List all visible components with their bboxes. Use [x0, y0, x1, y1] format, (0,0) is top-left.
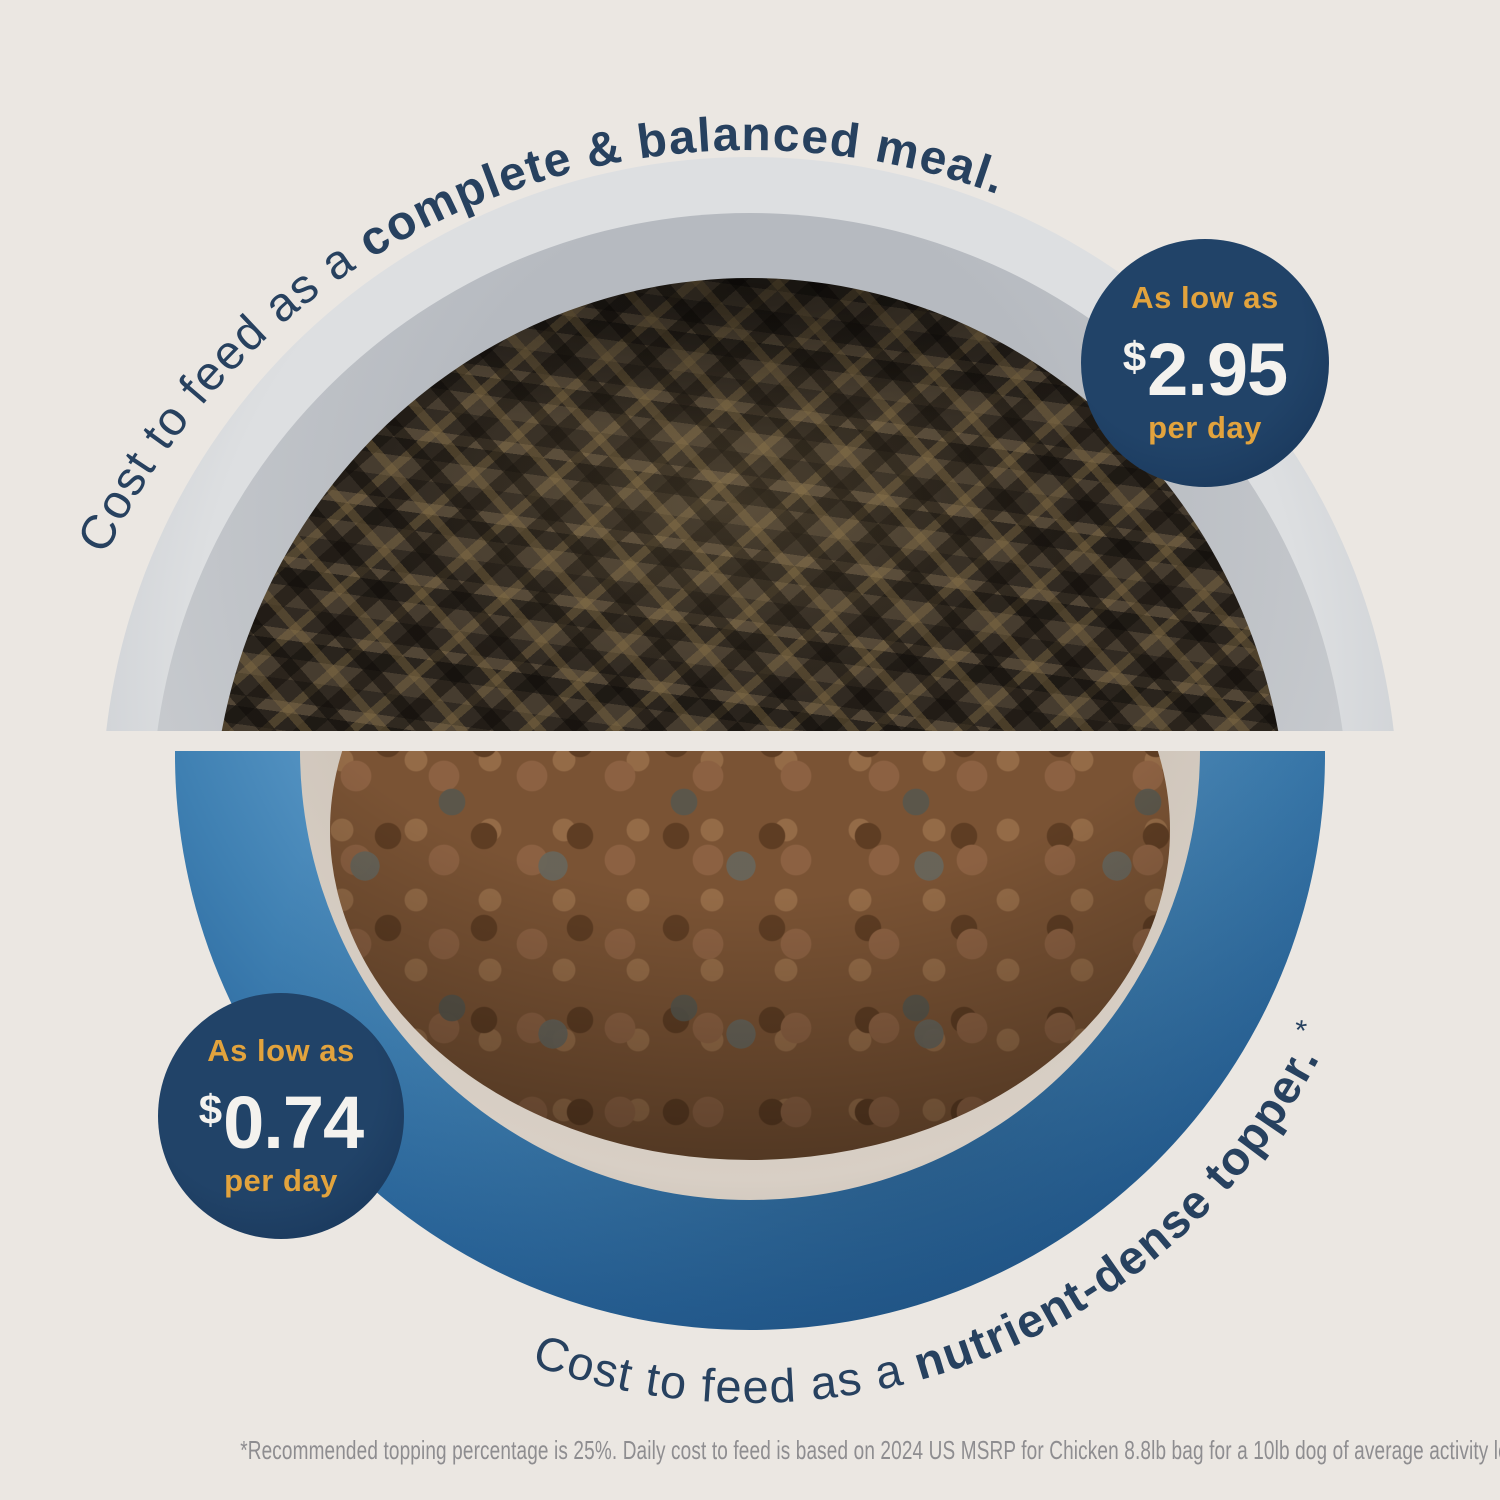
footnote: *Recommended topping percentage is 25%. …: [240, 1435, 1500, 1465]
price-badge-meal: As low as $2.95 per day: [1081, 239, 1329, 487]
bottom-caption-prefix: Cost to feed as a: [528, 1324, 923, 1413]
badge-unit: per day: [224, 1163, 338, 1198]
currency-symbol: $: [198, 1086, 223, 1133]
footnote-row: *Recommended topping percentage is 25%. …: [0, 1435, 1500, 1466]
badge-unit: per day: [1148, 410, 1262, 445]
price-badge-topper: As low as $0.74 per day: [158, 993, 404, 1239]
price-amount: 0.74: [223, 1081, 364, 1164]
currency-symbol: $: [1122, 333, 1147, 380]
badge-price: $0.74: [198, 1071, 364, 1164]
badge-price: $2.95: [1122, 318, 1288, 411]
price-amount: 2.95: [1147, 328, 1288, 411]
badge-intro: As low as: [1131, 280, 1279, 315]
footnote-asterisk: *: [1289, 1014, 1324, 1040]
badge-intro: As low as: [207, 1033, 355, 1068]
